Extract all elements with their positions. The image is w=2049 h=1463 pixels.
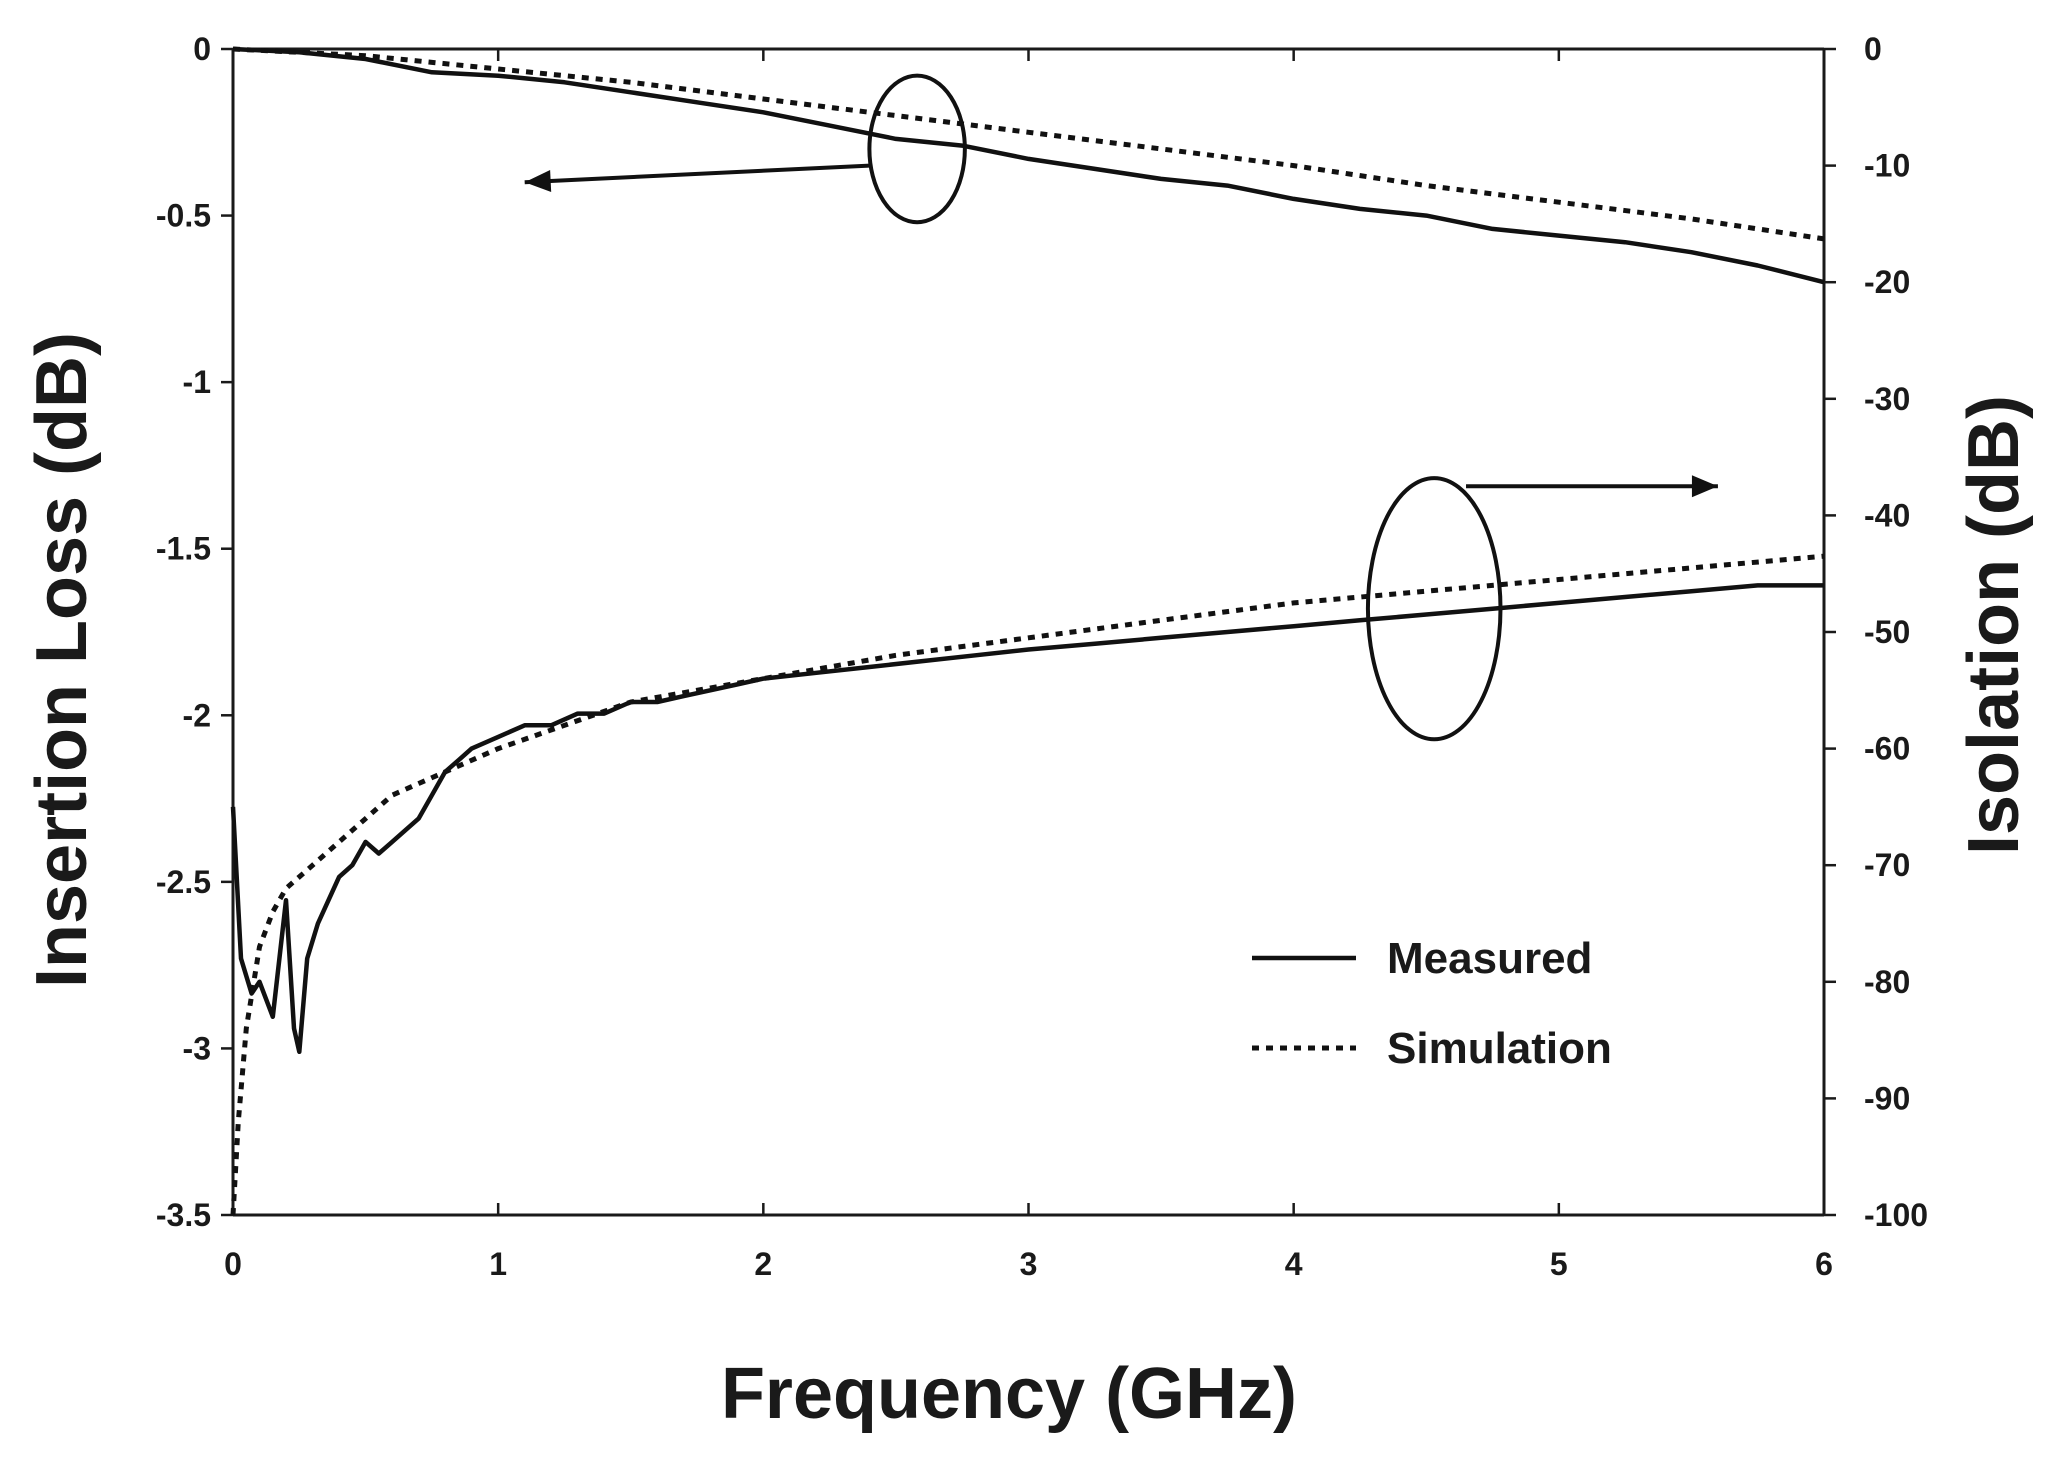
annotations [524, 73, 1718, 742]
y-tick-label: -1.5 [156, 531, 211, 567]
y-tick-label: -0.5 [156, 198, 211, 234]
y2-tick-label: 0 [1864, 31, 1882, 67]
isolation-simulation-line [230, 553, 1825, 1216]
y2-tick-label: -30 [1864, 381, 1910, 417]
insertion-loss-ellipse [867, 73, 967, 225]
insertion-loss-simulation-line [232, 46, 1825, 242]
insertion-loss-measured-line [232, 46, 1825, 285]
y-tick-label: 0 [193, 31, 211, 67]
x-tick-label: 3 [1020, 1246, 1038, 1282]
y2-tick-label: -100 [1864, 1197, 1928, 1233]
ticks: 0 1 2 3 4 5 6 0 -0.5 -1 -1.5 -2 -2.5 -3 -3.5 0 -10 -20 -30… [156, 31, 1928, 1282]
y-axis-title: Insertion Loss (dB) [22, 332, 102, 988]
insertion-loss-arrow-line [524, 163, 870, 185]
y-tick-label: -2 [183, 697, 211, 733]
series [230, 46, 1825, 1216]
isolation-measured-line [230, 583, 1824, 1055]
legend-label-simulation: Simulation [1387, 1024, 1612, 1073]
legend: Measured Simulation [1252, 934, 1612, 1073]
y2-tick-label: -20 [1864, 264, 1910, 300]
y2-tick-label: -50 [1864, 614, 1910, 650]
y2-axis-title: Isolation (dB) [1954, 395, 2034, 855]
y2-tick-label: -40 [1864, 497, 1910, 533]
x-tick-label: 1 [489, 1246, 507, 1282]
isolation-ellipse [1365, 476, 1503, 742]
y-tick-label: -3 [183, 1030, 211, 1066]
x-tick-label: 4 [1285, 1246, 1303, 1282]
y2-tick-label: -10 [1864, 148, 1910, 184]
y-tick-label: -3.5 [156, 1197, 211, 1233]
y2-tick-label: -90 [1864, 1080, 1910, 1116]
isolation-arrow-head [1691, 475, 1718, 498]
y2-tick-label: -80 [1864, 964, 1910, 1000]
x-tick-label: 5 [1550, 1246, 1568, 1282]
y2-tick-label: -60 [1864, 731, 1910, 767]
y2-tick-label: -70 [1864, 847, 1910, 883]
y-tick-label: -2.5 [156, 864, 211, 900]
y-tick-label: -1 [183, 364, 211, 400]
x-tick-label: 2 [754, 1246, 772, 1282]
x-tick-label: 6 [1815, 1246, 1833, 1282]
x-tick-label: 0 [224, 1246, 242, 1282]
insertion-loss-arrow-head [524, 170, 552, 192]
legend-label-measured: Measured [1387, 934, 1592, 983]
x-axis-title: Frequency (GHz) [721, 1354, 1297, 1434]
